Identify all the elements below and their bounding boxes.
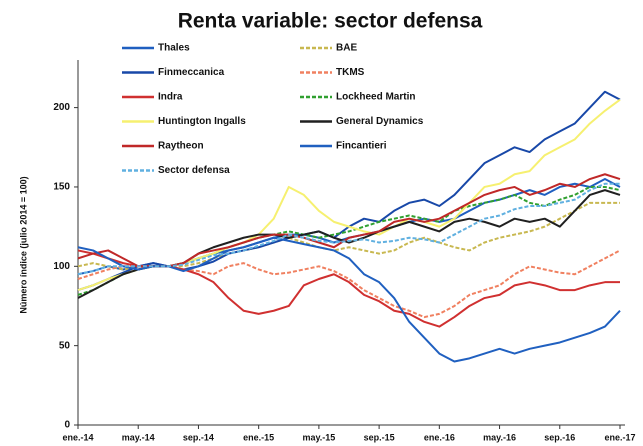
- legend-label: Lockheed Martin: [336, 92, 415, 103]
- legend-label: Raytheon: [158, 141, 204, 152]
- y-tick-label: 200: [53, 102, 70, 113]
- y-tick-label: 150: [53, 182, 70, 193]
- series-line: [77, 98, 621, 292]
- x-tick-label: ene.-17: [604, 432, 635, 442]
- y-axis-label: Número índice (julio 2014 = 100): [18, 176, 28, 313]
- series-line: [77, 182, 620, 276]
- y-tick-label: 0: [64, 420, 70, 431]
- series-line: [77, 236, 621, 363]
- y-tick-label: 100: [53, 261, 70, 272]
- legend-label: Finmeccanica: [158, 67, 225, 78]
- x-tick-label: sep.-14: [183, 432, 214, 442]
- legend-label: BAE: [336, 43, 357, 54]
- legend-label: Fincantieri: [336, 141, 387, 152]
- legend-label: Sector defensa: [158, 165, 230, 176]
- legend-label: Thales: [158, 43, 190, 54]
- x-tick-label: may.-16: [483, 432, 516, 442]
- x-tick-label: ene.-14: [62, 432, 93, 442]
- x-tick-label: may.-15: [302, 432, 335, 442]
- legend-label: Indra: [158, 92, 183, 103]
- y-tick-label: 50: [59, 340, 71, 351]
- x-tick-label: ene.-15: [243, 432, 274, 442]
- legend-label: TKMS: [336, 67, 365, 78]
- x-tick-label: ene.-16: [424, 432, 455, 442]
- x-tick-label: may.-14: [122, 432, 155, 442]
- series-line: [77, 249, 620, 328]
- legend-label: Huntington Ingalls: [158, 116, 246, 127]
- chart-title: Renta variable: sector defensa: [178, 10, 483, 33]
- x-tick-label: sep.-15: [364, 432, 395, 442]
- legend-label: General Dynamics: [336, 116, 424, 127]
- x-tick-label: sep.-16: [544, 432, 575, 442]
